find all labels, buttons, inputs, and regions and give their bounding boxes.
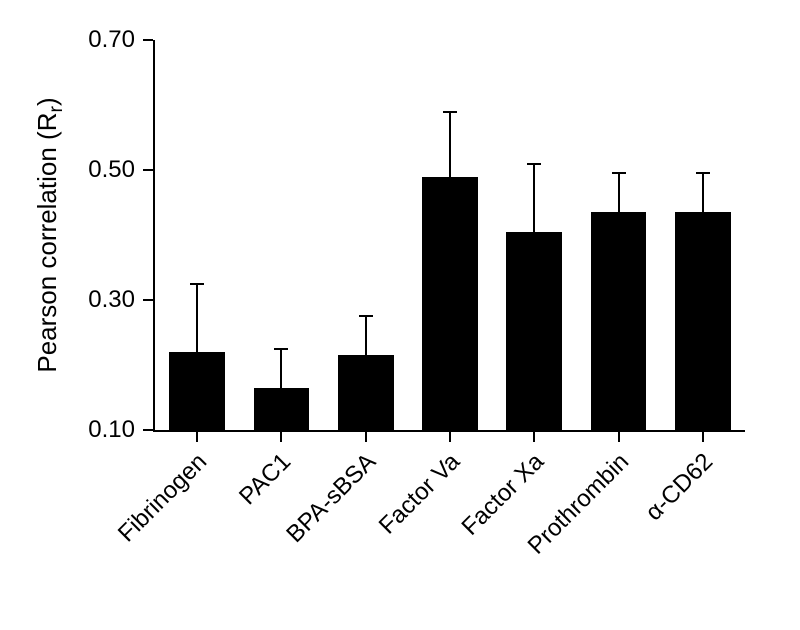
error-bar-cap — [359, 315, 373, 317]
bar — [254, 388, 310, 430]
bar — [169, 352, 225, 430]
xtick-mark — [280, 432, 282, 442]
xtick-mark — [702, 432, 704, 442]
error-bar — [365, 316, 367, 355]
ytick-label: 0.70 — [88, 26, 135, 54]
bar — [422, 177, 478, 431]
bar — [338, 355, 394, 430]
ytick-mark — [143, 429, 153, 431]
bar — [506, 232, 562, 430]
xtick-label: BPA-sBSA — [281, 448, 382, 549]
xtick-mark — [533, 432, 535, 442]
xtick-label: PAC1 — [234, 448, 297, 511]
ylabel-sub: r — [45, 106, 67, 113]
ytick-mark — [143, 39, 153, 41]
ylabel-prefix: Pearson correlation (R — [32, 113, 62, 373]
xtick-mark — [618, 432, 620, 442]
error-bar-cap — [274, 348, 288, 350]
error-bar — [196, 284, 198, 352]
ytick-mark — [143, 299, 153, 301]
error-bar — [533, 164, 535, 232]
bar — [675, 212, 731, 430]
ytick-label: 0.10 — [88, 416, 135, 444]
error-bar — [449, 112, 451, 177]
error-bar-cap — [612, 172, 626, 174]
error-bar — [618, 173, 620, 212]
y-axis — [153, 40, 155, 430]
bar — [591, 212, 647, 430]
error-bar — [280, 349, 282, 388]
error-bar-cap — [696, 172, 710, 174]
ytick-label: 0.30 — [88, 286, 135, 314]
ylabel-suffix: ) — [32, 97, 62, 106]
xtick-mark — [196, 432, 198, 442]
error-bar-cap — [190, 283, 204, 285]
error-bar-cap — [443, 111, 457, 113]
xtick-mark — [365, 432, 367, 442]
error-bar-cap — [527, 163, 541, 165]
xtick-mark — [449, 432, 451, 442]
pearson-correlation-chart: 0.10 0.30 0.50 0.70 Pearson correlation (Rr)… — [0, 0, 800, 630]
y-axis-label: Pearson correlation (Rr) — [32, 97, 68, 372]
xtick-label: α-CD62 — [640, 448, 719, 527]
ytick-label: 0.50 — [88, 156, 135, 184]
xtick-label: Fibrinogen — [113, 448, 213, 548]
plot-area: 0.100.300.500.70Pearson correlation (Rr)… — [155, 40, 745, 430]
ytick-mark — [143, 169, 153, 171]
xtick-label: Factor Va — [374, 448, 466, 540]
error-bar — [702, 173, 704, 212]
